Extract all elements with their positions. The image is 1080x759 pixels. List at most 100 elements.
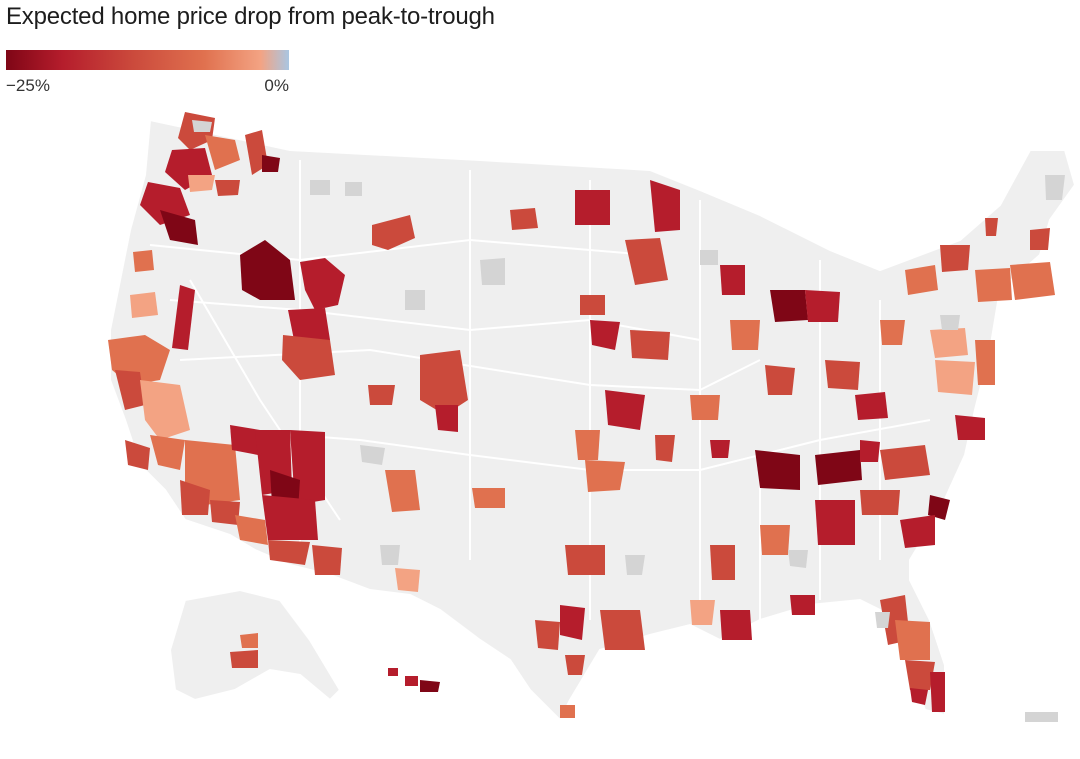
- metro-region: [130, 292, 158, 318]
- metro-region: [1010, 262, 1055, 300]
- metro-region: [405, 290, 425, 310]
- metro-region: [930, 672, 945, 712]
- metro-region: [710, 545, 735, 580]
- metro-region: [565, 545, 605, 575]
- metro-region: [420, 350, 468, 415]
- metro-region: [150, 435, 185, 470]
- metro-region: [985, 218, 998, 236]
- metro-region: [205, 135, 240, 170]
- metro-region: [788, 550, 808, 568]
- color-legend: −25% 0%: [6, 50, 289, 95]
- metro-region: [710, 440, 730, 458]
- metro-region: [895, 620, 930, 660]
- metro-region: [580, 295, 605, 315]
- metro-region: [215, 180, 240, 196]
- metro-region: [388, 668, 398, 676]
- metro-region: [565, 655, 585, 675]
- metro-region: [755, 450, 800, 490]
- metro-region: [230, 650, 258, 668]
- metro-region: [345, 182, 362, 196]
- metro-region: [655, 435, 675, 462]
- metro-region: [880, 320, 905, 345]
- metro-region: [172, 285, 195, 350]
- metro-region: [282, 335, 335, 380]
- page-title: Expected home price drop from peak-to-tr…: [6, 3, 495, 30]
- metro-region: [790, 595, 815, 615]
- metro-region: [210, 500, 240, 525]
- metro-region: [630, 330, 670, 360]
- metro-region: [720, 610, 752, 640]
- metro-region: [115, 370, 145, 410]
- metro-region: [905, 265, 938, 295]
- metro-region: [730, 320, 760, 350]
- metro-region: [928, 495, 950, 520]
- metro-region: [825, 360, 860, 390]
- metro-region: [625, 555, 645, 575]
- metro-region: [192, 120, 212, 132]
- metro-region: [625, 238, 668, 285]
- metro-region: [140, 380, 190, 440]
- metro-region: [395, 568, 420, 592]
- metro-region: [930, 328, 968, 358]
- metro-region: [815, 450, 862, 485]
- metro-region: [575, 430, 600, 460]
- metro-region: [700, 250, 718, 265]
- metro-region: [815, 500, 855, 545]
- metro-region: [940, 245, 970, 272]
- metro-region: [690, 600, 715, 625]
- metro-region: [405, 676, 418, 686]
- metro-region: [360, 445, 385, 465]
- metro-region: [860, 440, 880, 462]
- metro-region: [560, 605, 585, 640]
- metro-region: [875, 612, 890, 628]
- metro-region: [560, 705, 575, 718]
- metro-region: [133, 250, 154, 272]
- metro-region: [590, 320, 620, 350]
- metro-region: [310, 180, 330, 195]
- metro-region: [312, 545, 342, 575]
- legend-min-label: −25%: [6, 76, 50, 95]
- metro-region: [770, 290, 808, 322]
- metro-region: [420, 680, 440, 692]
- metro-region: [910, 688, 928, 705]
- metro-region: [535, 620, 560, 650]
- metro-region: [510, 208, 538, 230]
- metro-region: [372, 215, 415, 250]
- metro-region: [1025, 712, 1058, 722]
- metro-region: [230, 425, 260, 455]
- metro-region: [472, 488, 505, 508]
- metro-region: [650, 180, 680, 232]
- metro-region: [1045, 175, 1065, 200]
- metro-region: [905, 660, 935, 690]
- metro-region: [188, 175, 215, 192]
- metro-region: [240, 240, 295, 300]
- legend-gradient-bar: [6, 50, 289, 70]
- metro-region: [125, 440, 150, 470]
- metro-region: [940, 315, 960, 330]
- metro-region: [805, 290, 840, 322]
- us-land-outline: [109, 118, 1077, 722]
- metro-region: [935, 360, 975, 395]
- metro-region: [160, 210, 198, 245]
- metro-region: [140, 182, 190, 225]
- metro-region: [268, 540, 310, 565]
- metro-region: [880, 445, 930, 480]
- metro-region: [575, 190, 610, 225]
- metro-region: [975, 340, 995, 385]
- legend-max-label: 0%: [264, 76, 289, 95]
- metro-region: [435, 405, 458, 432]
- metro-region: [262, 155, 280, 172]
- metro-region: [235, 515, 268, 545]
- metro-region: [288, 308, 330, 345]
- metro-region: [860, 490, 900, 515]
- metro-region: [262, 495, 318, 540]
- metro-region: [585, 460, 625, 492]
- metro-region: [300, 258, 345, 310]
- metro-region: [720, 265, 745, 295]
- metro-region: [605, 390, 645, 430]
- metro-region: [900, 515, 935, 548]
- metro-region: [480, 258, 505, 285]
- metro-region: [760, 525, 790, 555]
- metro-region: [855, 392, 888, 420]
